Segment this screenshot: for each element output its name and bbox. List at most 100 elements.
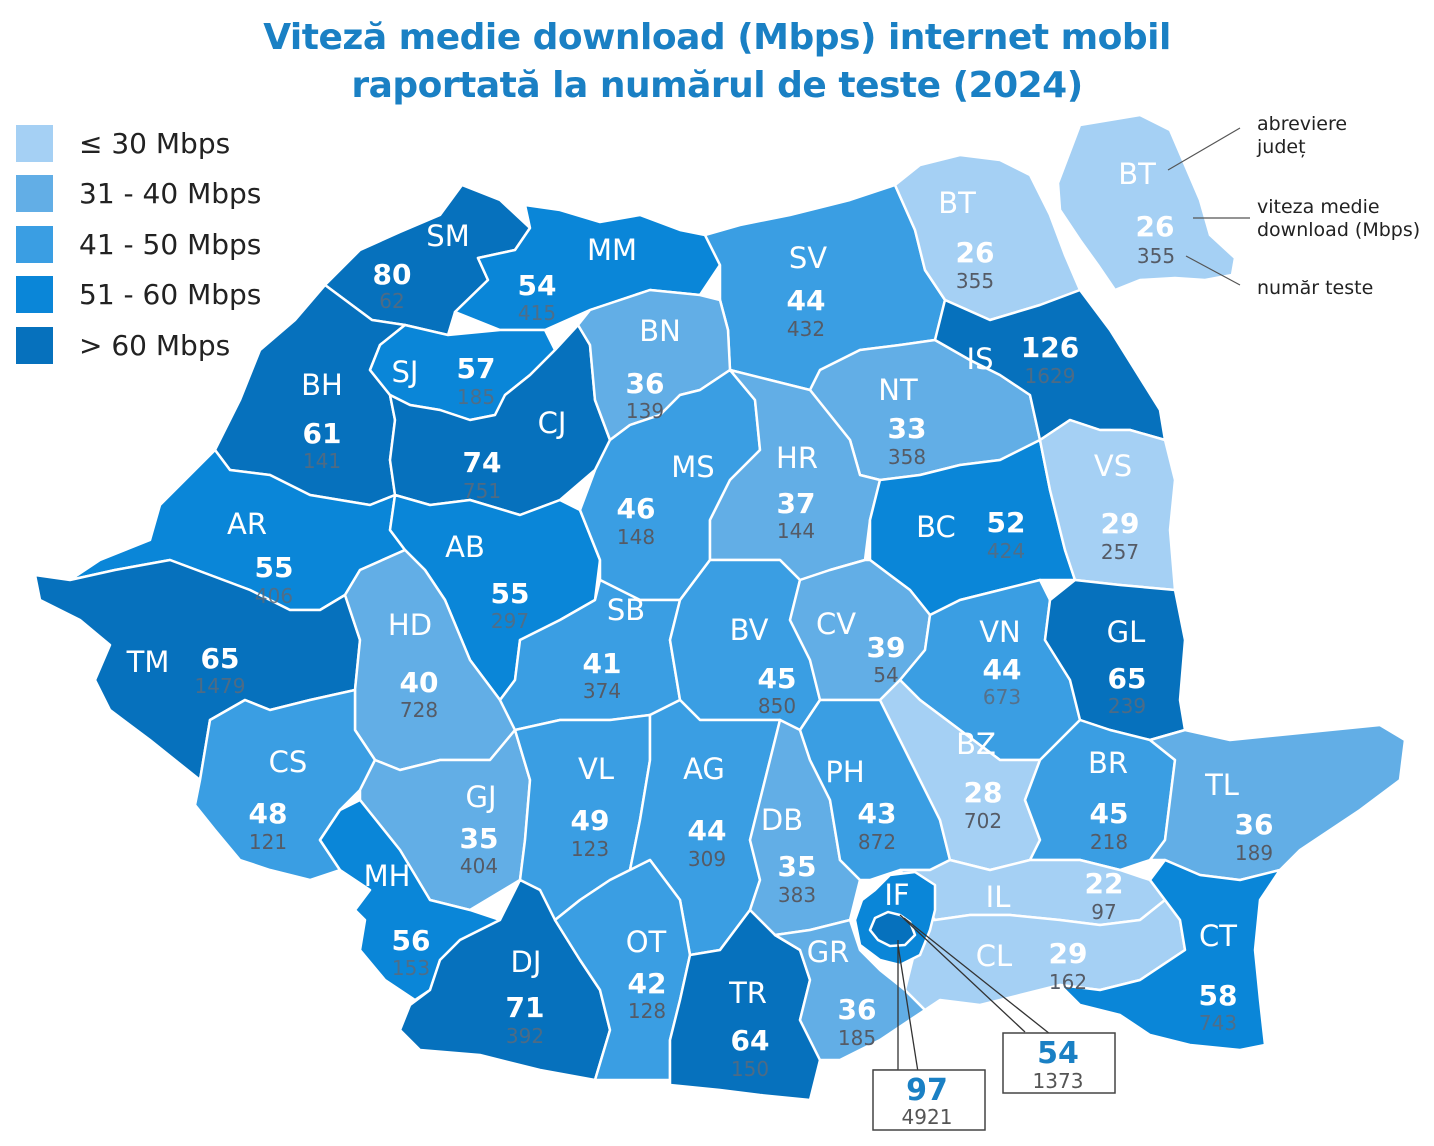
label-MH: MH 56 153 [364, 859, 431, 980]
speed-CJ: 74 [463, 446, 502, 479]
abbr-NT: NT [878, 373, 918, 407]
abbr-GL: GL [1107, 615, 1146, 649]
label-SB: SB 41 374 [583, 593, 646, 703]
abbr-MM: MM [587, 233, 637, 267]
county-CT[interactable] [1058, 858, 1282, 1052]
speed-SB: 41 [583, 647, 622, 680]
abbr-VN: VN [979, 615, 1021, 649]
abbr-TL: TL [1204, 768, 1239, 802]
tests-SV: 432 [787, 317, 825, 341]
legend-swatch [16, 276, 53, 314]
map-title: Viteză medie download (Mbps) internet mo… [0, 14, 1434, 110]
abbr-OT: OT [626, 925, 667, 959]
abbr-SJ: SJ [392, 355, 419, 389]
speed-IL: 22 [1085, 867, 1124, 900]
tests-CT: 743 [1199, 1011, 1237, 1035]
tests-NT: 358 [888, 445, 926, 469]
speed-BV: 45 [758, 662, 797, 695]
label-CT: CT 58 743 [1199, 919, 1238, 1035]
label-GR: GR 36 185 [807, 935, 877, 1050]
speed-VS: 29 [1101, 507, 1140, 540]
label-HR: HR 37 144 [776, 441, 818, 543]
label-AG: AG 44 309 [683, 752, 726, 871]
county-TL[interactable] [1148, 723, 1407, 882]
abbr-AG: AG [683, 752, 725, 786]
abbr-BH: BH [301, 368, 343, 402]
speed-PH: 43 [858, 797, 897, 830]
abbr-IF: IF [884, 878, 909, 912]
label-OT: OT 42 128 [626, 925, 667, 1023]
speed-DJ: 71 [506, 991, 545, 1024]
callout-box-b [872, 1069, 986, 1131]
tests-TM: 1479 [195, 674, 246, 698]
callout-line-if [899, 914, 1026, 1033]
label-BZ: BZ 28 702 [956, 727, 1002, 833]
tests-OT: 128 [628, 999, 666, 1023]
speed-GL: 65 [1108, 662, 1147, 695]
speed-HR: 37 [777, 487, 816, 520]
legend: ≤ 30 Mbps 31 - 40 Mbps 41 - 50 Mbps 51 -… [16, 118, 261, 371]
speed-AR: 55 [255, 551, 294, 584]
tests-BC: 424 [987, 539, 1025, 563]
label-NT: NT 33 358 [878, 373, 926, 469]
label-VL: VL 49 123 [571, 752, 614, 861]
speed-GJ: 35 [460, 822, 499, 855]
tests-GJ: 404 [460, 854, 498, 878]
abbr-SM: SM [426, 219, 469, 253]
tests-BR: 218 [1090, 830, 1128, 854]
key-speed: 26 [1136, 210, 1175, 243]
county-CS[interactable] [193, 688, 377, 882]
label-VN: VN 44 673 [979, 615, 1021, 709]
speed-SM: 80 [373, 258, 412, 291]
speed-CV: 39 [867, 631, 906, 664]
title-line-2: raportată la numărul de teste (2024) [351, 65, 1083, 106]
abbr-MH: MH [364, 859, 411, 893]
county-VS[interactable] [1038, 418, 1177, 592]
tests-DJ: 392 [506, 1024, 544, 1048]
label-DB: DB 35 383 [761, 803, 817, 907]
label-GL: GL 65 239 [1107, 615, 1147, 718]
speed-NT: 33 [888, 412, 927, 445]
tests-AB: 297 [491, 609, 529, 633]
label-CV: CV 39 54 [816, 607, 906, 687]
county-BT[interactable] [893, 153, 1082, 322]
speed-BZ: 28 [964, 776, 1003, 809]
legend-label: 51 - 60 Mbps [79, 278, 262, 312]
tests-MS: 148 [617, 525, 655, 549]
label-PH: PH 43 872 [825, 755, 896, 854]
callouts: 97 4921 54 1373 [872, 914, 1116, 1131]
abbr-BV: BV [730, 613, 769, 647]
abbr-CT: CT [1199, 919, 1237, 953]
label-IS: IS 126 1629 [967, 331, 1080, 388]
label-SV: SV 44 432 [787, 241, 828, 341]
abbr-TM: TM [126, 645, 170, 679]
label-VS: VS 29 257 [1094, 449, 1140, 564]
label-BT: BT 26 355 [938, 186, 994, 293]
key-label-tests: număr teste [1257, 277, 1373, 299]
legend-item-51-60: 51 - 60 Mbps [16, 270, 261, 321]
abbr-AB: AB [445, 530, 485, 564]
label-CL: CL 29 162 [976, 937, 1088, 994]
speed-HD: 40 [400, 666, 439, 699]
abbr-HD: HD [388, 608, 432, 642]
key-tests: 355 [1137, 244, 1175, 268]
tests-CS: 121 [249, 830, 287, 854]
tests-VS: 257 [1101, 540, 1139, 564]
abbr-HR: HR [776, 441, 818, 475]
callout-tests-if: 1373 [1033, 1069, 1084, 1093]
county-IL[interactable] [898, 858, 1167, 927]
speed-OT: 42 [628, 967, 667, 1000]
county-B[interactable] [868, 910, 917, 948]
abbr-TR: TR [728, 976, 767, 1010]
abbr-VL: VL [578, 752, 614, 786]
speed-TL: 36 [1235, 808, 1274, 841]
title-line-1: Viteză medie download (Mbps) internet mo… [263, 17, 1171, 58]
tests-PH: 872 [858, 830, 896, 854]
label-SJ: SJ 57 185 [392, 352, 496, 409]
abbr-BC: BC [916, 510, 956, 544]
county-GR[interactable] [773, 918, 927, 1062]
county-MM[interactable] [453, 203, 722, 332]
key-diagram: BT 26 355 abreviere județ viteza medie d… [1056, 113, 1420, 299]
speed-MM: 54 [518, 269, 557, 302]
speed-CS: 48 [249, 797, 288, 830]
